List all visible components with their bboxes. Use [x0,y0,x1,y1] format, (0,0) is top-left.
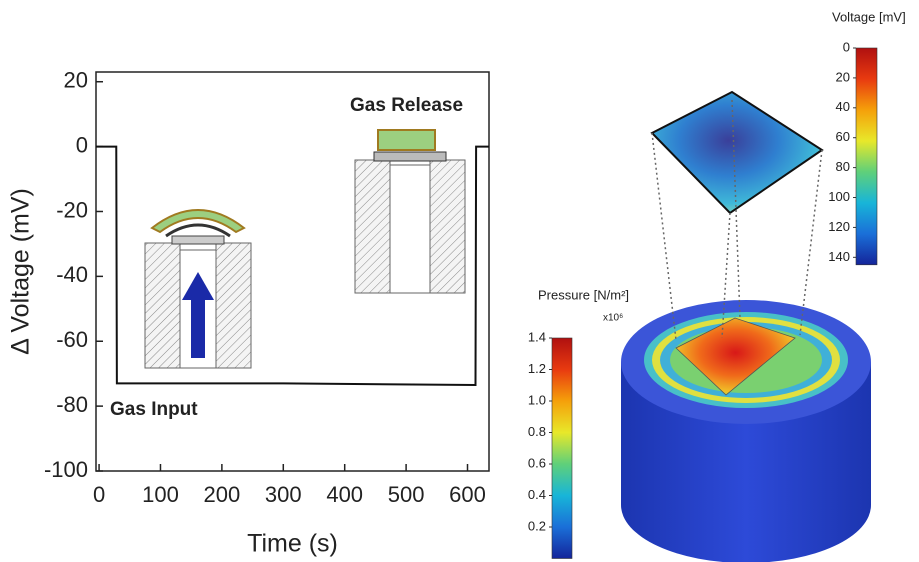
colorbar-tick-label: 120 [828,219,850,234]
y-tick-label: -40 [56,262,88,287]
colorbar-tick-label: 140 [828,249,850,264]
x-tick-label: 600 [449,482,486,507]
colorbar-note: x10⁶ [603,313,623,324]
x-tick-label: 400 [326,482,363,507]
inset-gas-release [355,130,465,293]
x-tick-label: 200 [204,482,241,507]
y-tick-label: 0 [76,132,88,157]
colorbar-tick-label: 40 [836,99,850,114]
colorbar [856,48,877,265]
figure: -100-80-60-40-200200100200300400500600Ti… [0,0,919,562]
y-tick-label: -100 [44,457,88,482]
colorbar [552,338,572,559]
colorbar-title: Voltage [mV] [832,9,906,24]
colorbar-title: Pressure [N/m²] [538,287,629,302]
annotation: Gas Input [110,399,198,420]
y-tick-label: 20 [64,68,88,93]
x-tick-label: 300 [265,482,302,507]
inset-gas-input [145,210,251,368]
colorbar-tick-label: 0.2 [528,518,546,533]
colorbar-tick-label: 20 [836,69,850,84]
x-axis-label: Time (s) [247,530,338,558]
x-tick-label: 500 [388,482,425,507]
colorbar-tick-label: 100 [828,189,850,204]
colorbar-tick-label: 0.6 [528,455,546,470]
x-tick-label: 0 [93,482,105,507]
colorbar-tick-label: 0.8 [528,424,546,439]
colorbar-tick-label: 80 [836,159,850,174]
colorbar-tick-label: 0.4 [528,487,546,502]
colorbar-tick-label: 1.4 [528,329,546,344]
sensor-render [621,92,871,562]
y-tick-label: -80 [56,392,88,417]
y-tick-label: -60 [56,327,88,352]
colorbar-tick-label: 60 [836,129,850,144]
colorbar-tick-label: 1.2 [528,361,546,376]
colorbar-tick-label: 1.0 [528,392,546,407]
colorbar-tick-label: 0 [843,39,850,54]
y-axis-label: Δ Voltage (mV) [7,188,35,355]
y-tick-label: -20 [56,197,88,222]
x-tick-label: 100 [142,482,179,507]
annotation: Gas Release [350,95,463,116]
